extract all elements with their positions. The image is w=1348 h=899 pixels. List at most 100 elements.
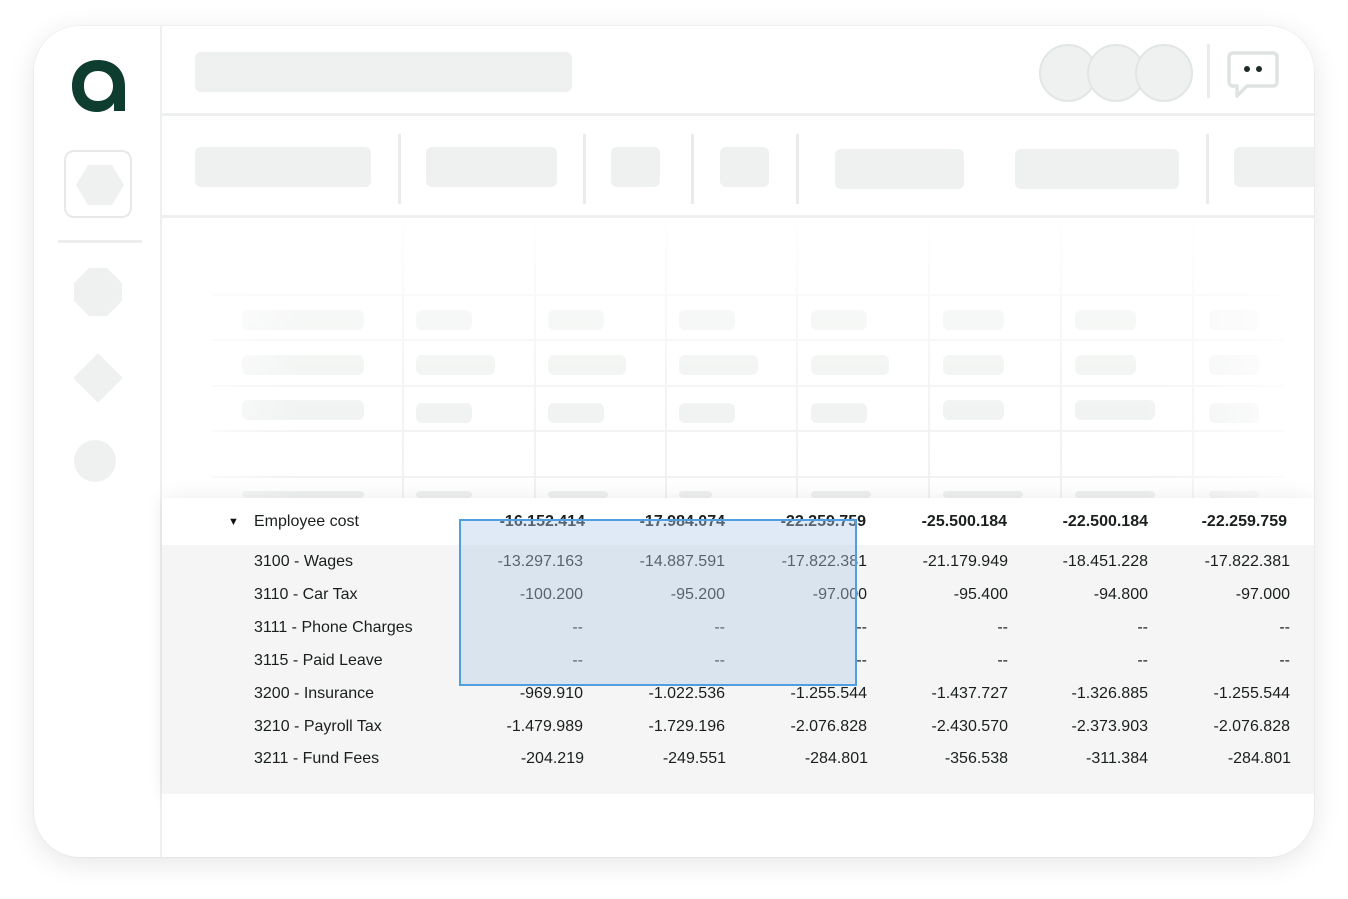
cell-placeholder [416,403,472,423]
table-cell[interactable]: -18.451.228 [1062,552,1148,570]
table-cell[interactable]: -204.219 [520,750,584,767]
cell-placeholder [679,355,758,375]
table-cell[interactable]: -95.400 [953,585,1008,603]
table-cell[interactable]: -284.801 [804,750,868,767]
bottom-area [162,794,1314,857]
cell-placeholder [811,355,889,375]
table-cell[interactable]: -2.373.903 [1071,717,1148,735]
grid-line [402,218,404,498]
table-cell[interactable]: -97.000 [812,585,867,603]
toolbar-divider [583,134,586,204]
table-cell[interactable]: -1.326.885 [1071,684,1148,702]
toolbar-placeholder[interactable] [426,147,557,187]
table-row[interactable]: 3100 - Wages -13.297.163 -14.887.591 -17… [162,545,1314,578]
cell-selection[interactable] [459,519,857,686]
cell-placeholder [1075,491,1155,498]
toolbar-placeholder[interactable] [195,147,371,187]
table-cell[interactable]: -17.822.381 [1204,552,1290,570]
table-cell[interactable]: -- [1279,651,1290,669]
group-total[interactable]: -22.500.184 [1062,512,1148,530]
toolbar-placeholder[interactable] [1015,149,1179,189]
group-total[interactable]: -22.259.759 [780,512,866,530]
grid-line [212,476,1284,478]
group-total[interactable]: -16.152.414 [499,512,585,530]
caret-down-icon[interactable]: ▼ [228,515,239,528]
cell-placeholder [416,355,495,375]
table-row[interactable]: 3211 - Fund Fees -204.219 -249.551 -284.… [162,743,1314,795]
table-cell[interactable]: -2.076.828 [1213,717,1290,735]
table-cell[interactable]: -311.384 [1086,750,1148,767]
table-cell[interactable]: -1.729.196 [648,717,725,735]
toolbar-placeholder[interactable] [720,147,769,187]
table-cell[interactable]: -284.801 [1227,750,1291,767]
table-row[interactable]: 3111 - Phone Charges -- -- -- -- -- -- [162,611,1314,644]
table-cell[interactable]: -2.430.570 [931,717,1008,735]
toolbar-placeholder[interactable] [611,147,660,187]
toolbar-placeholder[interactable] [835,149,964,189]
sidebar-hexagon-button[interactable] [64,150,132,218]
cell-placeholder [548,491,608,498]
toolbar-placeholder[interactable] [1234,147,1314,187]
top-header [162,26,1314,116]
grid-line [212,294,1284,296]
table-cell[interactable]: -1.255.544 [1213,684,1290,702]
table-cell[interactable]: -1.255.544 [790,684,867,702]
table-row[interactable]: 3200 - Insurance -969.910 -1.022.536 -1.… [162,677,1314,710]
cell-placeholder [679,491,712,498]
table-cell[interactable]: -1.437.727 [931,684,1008,702]
app-logo[interactable] [70,56,126,114]
table-cell[interactable]: -- [997,618,1008,636]
octagon-icon[interactable] [72,266,124,318]
grid-line [212,385,1284,387]
table-cell[interactable]: -97.000 [1235,585,1290,603]
table-cell[interactable]: -- [572,651,583,669]
table-cell[interactable]: -1.022.536 [648,684,725,702]
table-cell[interactable]: -- [856,651,867,669]
table-cell[interactable]: -17.822.381 [781,552,867,570]
account-label: 3200 - Insurance [254,684,375,702]
table-cell[interactable]: -- [714,618,725,636]
chat-icon[interactable] [1227,50,1279,100]
account-label: 3115 - Paid Leave [254,651,383,669]
grid-line [665,218,667,498]
table-cell[interactable]: -14.887.591 [639,552,725,570]
table-cell[interactable]: -- [1137,618,1148,636]
table-row[interactable]: 3115 - Paid Leave -- -- -- -- -- -- [162,644,1314,677]
group-total[interactable]: -22.259.759 [1201,512,1287,530]
table-cell[interactable]: -95.200 [670,585,725,603]
group-label: Employee cost [254,512,359,530]
table-cell[interactable]: -- [856,618,867,636]
diamond-icon[interactable] [72,354,124,402]
table-cell[interactable]: -- [714,651,725,669]
cell-placeholder [1209,355,1259,375]
table-cell[interactable]: -21.179.949 [922,552,1008,570]
group-total[interactable]: -25.500.184 [921,512,1007,530]
circle-icon[interactable] [72,438,118,484]
table-cell[interactable]: -100.200 [519,585,583,603]
table-cell[interactable]: -- [997,651,1008,669]
table-cell[interactable]: -- [572,618,583,636]
employee-cost-table: ▼ Employee cost -16.152.414 -17.984.074 … [162,498,1314,795]
cell-placeholder [811,310,867,330]
cell-placeholder [679,310,735,330]
toolbar-divider [1206,134,1209,204]
table-cell[interactable]: -1.479.989 [506,717,583,735]
toolbar-divider [691,134,694,204]
table-cell[interactable]: -249.551 [662,750,726,767]
header-divider [1207,44,1210,98]
table-cell[interactable]: -356.538 [944,750,1008,767]
table-cell[interactable]: -2.076.828 [790,717,867,735]
table-row[interactable]: 3110 - Car Tax -100.200 -95.200 -97.000 … [162,578,1314,611]
table-cell[interactable]: -94.800 [1093,585,1148,603]
table-cell[interactable]: -- [1279,618,1290,636]
group-row[interactable]: ▼ Employee cost -16.152.414 -17.984.074 … [162,498,1314,545]
table-cell[interactable]: -13.297.163 [497,552,583,570]
cell-placeholder [242,491,364,498]
table-cell[interactable]: -969.910 [519,684,583,702]
grid-line [212,339,1284,341]
group-total[interactable]: -17.984.074 [639,512,725,530]
avatar[interactable] [1135,44,1193,102]
table-cell[interactable]: -- [1137,651,1148,669]
table-row[interactable]: 3210 - Payroll Tax -1.479.989 -1.729.196… [162,710,1314,743]
cell-placeholder [416,310,472,330]
